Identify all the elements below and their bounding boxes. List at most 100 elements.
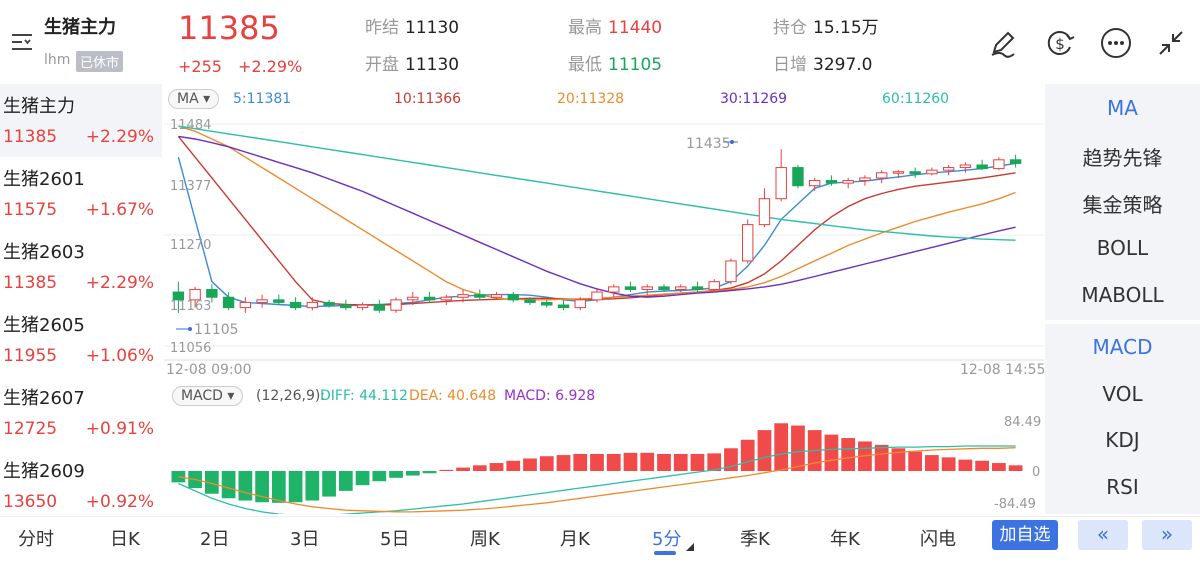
candle-body	[206, 288, 218, 298]
macd-bar	[791, 425, 805, 471]
list-item[interactable]: 生猪2605 11955 +1.06%	[3, 315, 154, 366]
macd-bar	[640, 452, 655, 471]
next-chevron-icon[interactable]: »	[1142, 520, 1192, 550]
ma5-label: 5:11381	[233, 91, 292, 107]
macd-bar	[338, 471, 353, 491]
macd-bar	[841, 438, 856, 471]
candle-body	[172, 291, 185, 301]
macd-bar	[941, 457, 956, 471]
macd-bar	[389, 471, 403, 478]
candle-body	[608, 286, 620, 293]
tab-month-k[interactable]: 月K	[560, 529, 590, 550]
dollar-cycle-icon[interactable]: $	[1043, 26, 1077, 60]
indicator-vol[interactable]: VOL	[1102, 382, 1143, 406]
prev-chevron-icon[interactable]: «	[1078, 520, 1128, 550]
macd-bar	[322, 471, 336, 497]
indicator-maboll[interactable]: MABOLL	[1081, 283, 1164, 307]
last-price: 11385	[178, 9, 280, 47]
candle-body	[423, 296, 436, 301]
macd-bar	[506, 460, 521, 471]
tab-week-k[interactable]: 周K	[470, 529, 500, 550]
macd-bar	[1008, 465, 1023, 471]
macd-bar	[690, 453, 705, 471]
macd-diff-line	[178, 445, 1016, 514]
candle-body	[909, 171, 921, 175]
tab-dropdown-arrow-icon	[686, 543, 694, 551]
macd-diff-label: DIFF: 44.112	[320, 388, 409, 404]
candle-body	[474, 294, 486, 298]
tab-year-k[interactable]: 年K	[830, 529, 860, 550]
candle-body	[239, 301, 252, 309]
candle-body	[541, 301, 553, 306]
indicator-fund-strategy[interactable]: 集金策略	[1082, 193, 1163, 217]
macd-y-zero: 0	[1032, 465, 1040, 480]
tab-season-k[interactable]: 季K	[740, 529, 770, 550]
user-label: lhm	[44, 52, 71, 68]
candle-body	[524, 299, 536, 303]
indicator-rsi[interactable]: RSI	[1106, 475, 1139, 499]
macd-bar	[573, 453, 588, 471]
ma-selector-dropdown[interactable]: MA ▾	[168, 89, 220, 109]
candle-body	[658, 286, 670, 290]
candle-body	[289, 301, 302, 309]
macd-bar	[824, 434, 839, 471]
more-icon[interactable]	[1099, 26, 1133, 60]
macd-selector-dropdown[interactable]: MACD ▾	[172, 386, 244, 406]
list-item[interactable]: 生猪2609 13650 +0.92%	[3, 461, 154, 512]
macd-bar	[539, 456, 554, 471]
indicator-kdj[interactable]: KDJ	[1105, 428, 1140, 452]
candle-body	[976, 164, 988, 170]
list-item[interactable]: 生猪2603 11385 +2.29%	[3, 242, 154, 293]
macd-bar	[606, 453, 621, 471]
tab-3day[interactable]: 3日	[290, 529, 320, 550]
macd-bar	[590, 453, 604, 471]
indicator-boll[interactable]: BOLL	[1096, 236, 1149, 260]
candle-body	[557, 304, 570, 309]
candle-body	[926, 169, 938, 175]
candle-body	[859, 177, 871, 182]
candle-body	[222, 296, 235, 309]
macd-bar	[891, 448, 906, 471]
macd-bar	[657, 453, 671, 471]
tab-flash[interactable]: 闪电	[920, 529, 956, 550]
shrink-icon[interactable]	[1154, 26, 1188, 60]
add-favorite-button[interactable]: 加自选	[992, 520, 1058, 550]
macd-bar	[271, 471, 286, 503]
indicator-macd[interactable]: MACD	[1092, 335, 1153, 359]
tab-2day[interactable]: 2日	[200, 529, 230, 550]
macd-bar	[238, 471, 253, 501]
kline-chart[interactable]: 11484 11377 11270 11163 11056 11435 1110…	[164, 84, 1044, 514]
macd-bar	[925, 455, 939, 471]
contract-list: 生猪主力 11385 +2.29% 生猪2601 11575 +1.67% 生猪2603…	[0, 84, 162, 514]
list-item[interactable]: 生猪主力 11385 +2.29%	[0, 84, 162, 157]
tab-timeshare[interactable]: 分时	[18, 529, 54, 550]
main-indicator-list: MA 趋势先锋 集金策略 BOLL MABOLL	[1045, 84, 1200, 320]
menu-lines-icon[interactable]	[8, 28, 36, 56]
sub-indicator-list: MACD VOL KDJ RSI	[1045, 324, 1200, 514]
macd-y-bottom: -84.49	[994, 497, 1036, 512]
candles	[172, 149, 1022, 313]
macd-bar	[171, 471, 186, 483]
quote-header: 生猪主力 lhm 已休市 11385 +255 +2.29% 昨结 11130 开…	[0, 0, 1200, 84]
macd-bar	[255, 471, 269, 503]
contract-title[interactable]: 生猪主力	[44, 17, 116, 38]
candle-body	[775, 167, 787, 200]
tab-day-k[interactable]: 日K	[110, 529, 140, 550]
open-interest-stat: 持仓 15.15万	[773, 18, 879, 38]
list-item[interactable]: 生猪2601 11575 +1.67%	[3, 169, 154, 220]
macd-value-label: MACD: 6.928	[504, 388, 596, 404]
tab-5day[interactable]: 5日	[380, 529, 410, 550]
candle-body	[825, 180, 838, 184]
indicator-ma[interactable]: MA	[1107, 96, 1138, 120]
tab-5min[interactable]: 5分	[652, 529, 682, 550]
indicator-trend-pioneer[interactable]: 趋势先锋	[1082, 146, 1163, 170]
macd-params: (12,26,9):	[256, 388, 326, 404]
pen-icon[interactable]	[986, 26, 1020, 60]
macd-bar	[975, 460, 990, 471]
ma30-label: 30:11269	[720, 91, 788, 107]
candle-body	[457, 294, 469, 298]
period-tab-bar: 分时 日K 2日 3日 5日 周K 月K 5分 季K 年K 闪电	[0, 516, 1200, 573]
ma10-line	[177, 135, 1016, 306]
list-item[interactable]: 生猪2607 12725 +0.91%	[3, 388, 154, 439]
macd-dea-line	[178, 447, 1016, 513]
